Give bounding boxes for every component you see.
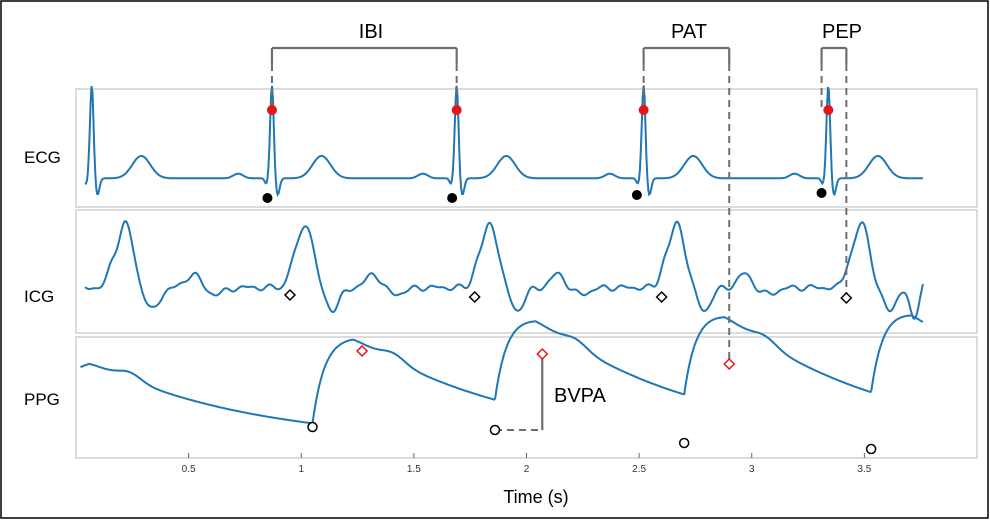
x-tick-label: 3 — [749, 464, 755, 475]
icg-b-point-marker — [283, 288, 297, 302]
ppg-peak-marker — [536, 347, 549, 361]
ecg-r-peak-marker — [266, 105, 277, 115]
panel-label-icg: ICG — [24, 287, 54, 306]
ppg-foot-marker — [307, 421, 318, 433]
signal-trace-icg — [84, 220, 924, 320]
x-axis: 0.5 1 1.5 2 2.5 3 3.5 — [182, 453, 872, 475]
annotation-label-ibi: IBI — [359, 21, 383, 43]
fiducial-markers — [262, 105, 877, 455]
annotation-label-bvpa: BVPA — [554, 385, 607, 407]
x-tick-label: 0.5 — [182, 464, 196, 475]
icg-b-point-marker — [840, 291, 853, 305]
x-tick-label: 1.5 — [407, 464, 421, 475]
panel-label-ppg: PPG — [24, 390, 60, 409]
ecg-q-onset-marker — [631, 190, 642, 200]
ecg-q-onset-marker — [262, 193, 273, 203]
panel-frame-icg — [75, 209, 978, 334]
ecg-q-onset-marker — [816, 188, 827, 198]
signal-trace-ppg — [80, 314, 924, 425]
annotation-label-pat: PAT — [671, 21, 707, 43]
interval-annotations — [270, 46, 848, 431]
x-tick-label: 2 — [524, 464, 530, 475]
icg-b-point-marker — [468, 290, 481, 304]
ecg-r-peak-marker — [638, 105, 649, 115]
ecg-r-peak-marker — [823, 105, 834, 115]
panel-label-ecg: ECG — [24, 148, 61, 167]
ppg-peak-marker — [356, 344, 369, 358]
ppg-foot-marker — [865, 443, 877, 455]
ecg-q-onset-marker — [447, 193, 458, 203]
signal-traces — [80, 85, 924, 425]
x-tick-label: 1 — [298, 464, 304, 475]
annotation-label-pep: PEP — [822, 21, 862, 43]
x-tick-label: 3.5 — [857, 464, 871, 475]
ppg-foot-marker — [489, 424, 501, 436]
x-axis-label: Time (s) — [503, 487, 568, 507]
icg-b-point-marker — [655, 290, 668, 304]
signal-trace-ecg — [84, 85, 923, 197]
ppg-foot-marker — [678, 437, 690, 449]
ppg-peak-marker — [723, 357, 736, 371]
panel-frame-ecg — [75, 88, 978, 208]
ecg-r-peak-marker — [451, 105, 462, 115]
x-tick-label: 2.5 — [632, 464, 646, 475]
